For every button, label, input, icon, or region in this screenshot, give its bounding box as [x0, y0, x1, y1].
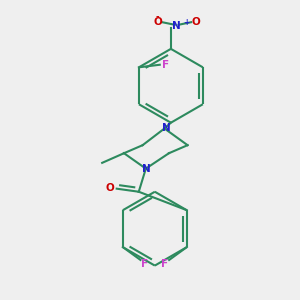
- Text: N: N: [172, 21, 181, 31]
- Text: F: F: [162, 60, 169, 70]
- Text: O: O: [153, 16, 162, 27]
- Text: -: -: [156, 13, 159, 22]
- Text: O: O: [191, 16, 200, 27]
- Text: N: N: [162, 124, 170, 134]
- Text: F: F: [161, 259, 169, 269]
- Text: N: N: [142, 164, 151, 174]
- Text: O: O: [106, 183, 114, 193]
- Text: +: +: [183, 18, 189, 27]
- Text: F: F: [141, 259, 148, 269]
